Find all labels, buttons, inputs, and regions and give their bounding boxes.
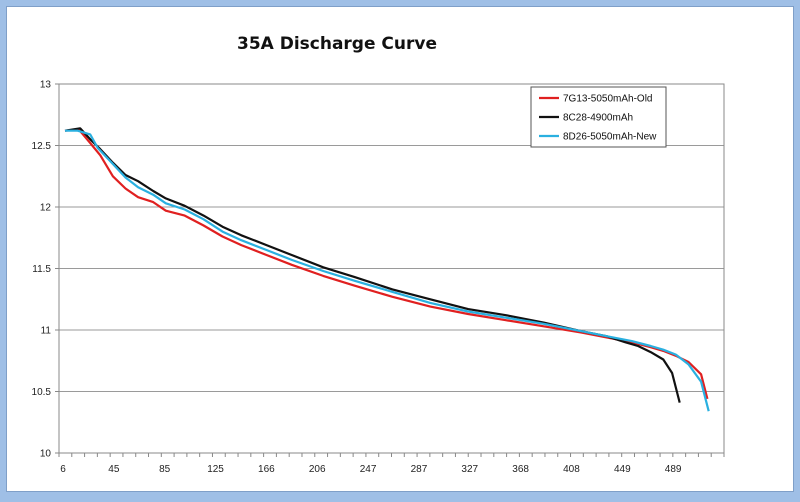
legend: 7G13-5050mAh-Old 8C28-4900mAh 8D26-5050mAh… [530, 86, 667, 148]
y-axis-ticks: 10 10.5 11 11.5 12 12.5 13 [32, 80, 59, 460]
legend-label: 8D26-5050mAh-New [563, 132, 657, 143]
x-tick-label: 6 [60, 464, 66, 475]
x-tick-label: 45 [108, 464, 120, 475]
x-tick-label: 247 [360, 464, 377, 475]
y-tick-label: 11 [41, 326, 52, 337]
series-line-2 [64, 127, 681, 403]
x-tick-label: 125 [207, 464, 224, 475]
y-tick-label: 11.5 [32, 264, 51, 275]
y-tick-label: 12 [40, 203, 52, 214]
chart-frame: 35A Discharge Curve 10 10.5 11 11.5 12 12.5 13… [6, 6, 794, 492]
x-tick-label: 449 [614, 464, 631, 475]
y-tick-label: 10 [40, 449, 52, 460]
series-line-1 [64, 128, 709, 400]
x-tick-label: 166 [258, 464, 275, 475]
legend-label: 7G13-5050mAh-Old [563, 94, 653, 105]
chart-title: 35A Discharge Curve [236, 34, 437, 54]
chart-svg: 10 10.5 11 11.5 12 12.5 13 6 45 85 125 166 206 247 28… [32, 80, 725, 475]
y-tick-label: 10.5 [32, 387, 52, 398]
x-tick-label: 408 [563, 464, 580, 475]
x-axis-ticks: 6 45 85 125 166 206 247 287 327 368 408 449 489 [58, 453, 725, 475]
x-tick-label: 489 [665, 464, 682, 475]
x-tick-label: 368 [512, 464, 529, 475]
series-lines [64, 127, 710, 412]
x-tick-label: 85 [159, 464, 171, 475]
y-tick-label: 13 [40, 80, 52, 91]
x-tick-label: 327 [461, 464, 478, 475]
x-tick-label: 287 [411, 464, 428, 475]
legend-label: 8C28-4900mAh [563, 113, 633, 124]
x-tick-label: 206 [309, 464, 326, 475]
series-line-3 [65, 129, 710, 412]
y-tick-label: 12.5 [32, 141, 52, 152]
